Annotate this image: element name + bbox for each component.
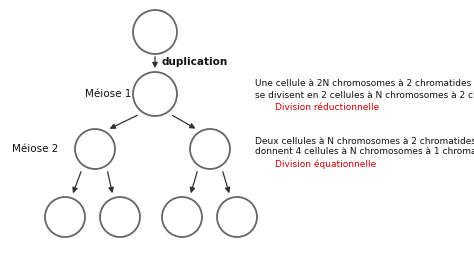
Text: Deux cellules à N chromosomes à 2 chromatides: Deux cellules à N chromosomes à 2 chroma… [255,136,474,145]
Text: se divisent en 2 cellules à N chromosomes à 2 chromatides: se divisent en 2 cellules à N chromosome… [255,90,474,99]
Text: Division équationnelle: Division équationnelle [275,159,376,169]
Text: Méiose 2: Méiose 2 [12,144,58,154]
Text: Méiose 1: Méiose 1 [85,89,131,99]
Text: duplication: duplication [162,57,228,67]
Text: Une cellule à 2N chromosomes à 2 chromatides: Une cellule à 2N chromosomes à 2 chromat… [255,79,471,88]
Text: donnent 4 cellules à N chromosomes à 1 chromatide: donnent 4 cellules à N chromosomes à 1 c… [255,148,474,157]
Text: Division réductionnelle: Division réductionnelle [275,103,379,112]
